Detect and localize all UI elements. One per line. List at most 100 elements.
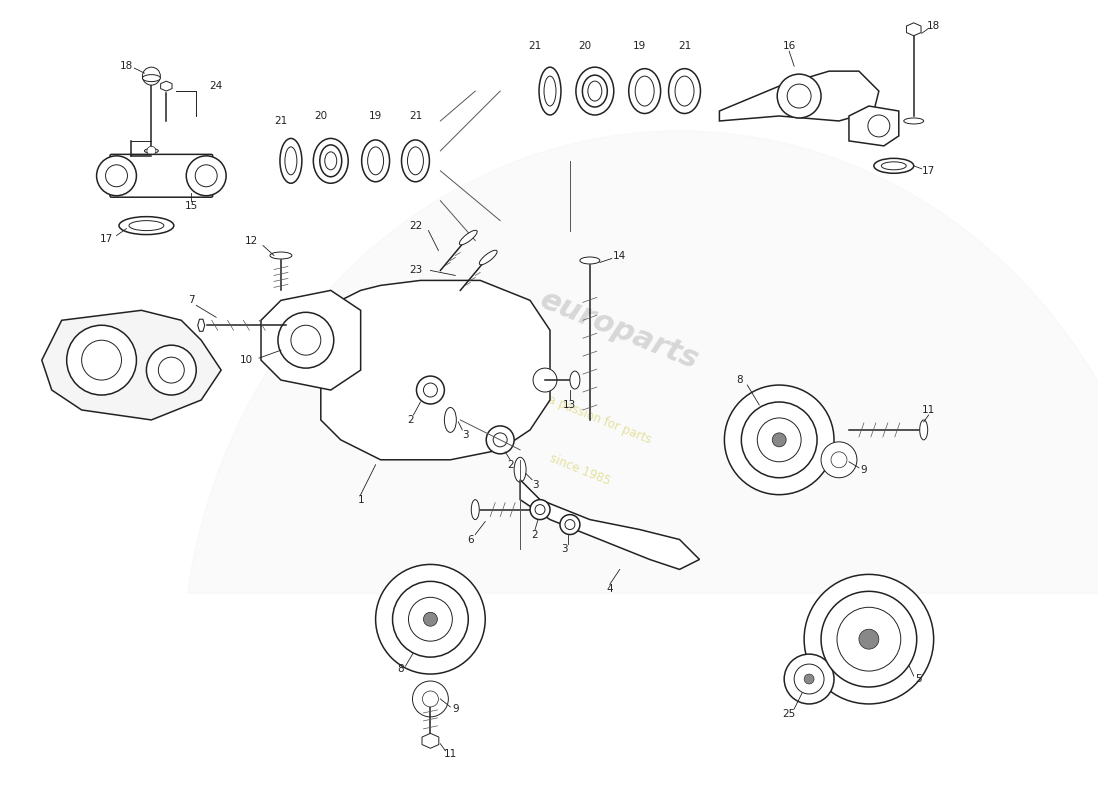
Ellipse shape <box>270 252 292 259</box>
Circle shape <box>146 345 196 395</box>
Ellipse shape <box>669 69 701 114</box>
Circle shape <box>97 156 136 196</box>
Ellipse shape <box>635 76 654 106</box>
Text: 10: 10 <box>240 355 253 365</box>
Circle shape <box>778 74 821 118</box>
Circle shape <box>290 326 321 355</box>
Polygon shape <box>321 281 550 460</box>
Text: since 1985: since 1985 <box>548 452 612 488</box>
Circle shape <box>535 505 544 514</box>
Ellipse shape <box>675 76 694 106</box>
Text: 11: 11 <box>922 405 935 415</box>
Ellipse shape <box>539 67 561 115</box>
Circle shape <box>741 402 817 478</box>
Text: 19: 19 <box>634 42 647 51</box>
Text: 15: 15 <box>185 201 198 210</box>
Text: 22: 22 <box>409 221 422 230</box>
Circle shape <box>195 165 217 186</box>
FancyBboxPatch shape <box>110 154 212 198</box>
Circle shape <box>81 340 121 380</box>
Text: 4: 4 <box>606 584 613 594</box>
Ellipse shape <box>629 69 661 114</box>
Text: 18: 18 <box>927 22 940 31</box>
Ellipse shape <box>119 217 174 234</box>
Ellipse shape <box>471 500 480 519</box>
Circle shape <box>424 383 438 397</box>
Ellipse shape <box>570 371 580 389</box>
Text: 16: 16 <box>782 42 795 51</box>
Text: 19: 19 <box>368 111 382 121</box>
Circle shape <box>106 165 128 186</box>
Ellipse shape <box>873 158 914 174</box>
Circle shape <box>186 156 227 196</box>
Ellipse shape <box>587 81 602 101</box>
Circle shape <box>147 146 156 155</box>
Polygon shape <box>42 310 221 420</box>
Circle shape <box>821 591 916 687</box>
Polygon shape <box>261 290 361 390</box>
Circle shape <box>804 674 814 684</box>
Circle shape <box>772 433 786 447</box>
Circle shape <box>417 376 444 404</box>
Ellipse shape <box>320 145 342 177</box>
Text: 21: 21 <box>409 111 422 121</box>
Text: 3: 3 <box>531 480 538 490</box>
Text: 9: 9 <box>452 704 459 714</box>
Ellipse shape <box>279 138 301 183</box>
Text: 2: 2 <box>407 415 414 425</box>
Polygon shape <box>906 23 921 36</box>
Ellipse shape <box>142 74 161 82</box>
Polygon shape <box>849 106 899 146</box>
Ellipse shape <box>580 257 600 264</box>
Circle shape <box>493 433 507 447</box>
Text: 1: 1 <box>358 494 364 505</box>
Text: 20: 20 <box>579 42 592 51</box>
Circle shape <box>278 312 333 368</box>
Circle shape <box>804 574 934 704</box>
Text: 8: 8 <box>397 664 404 674</box>
Text: 2: 2 <box>531 530 538 539</box>
Text: 17: 17 <box>922 166 935 176</box>
Circle shape <box>67 326 136 395</box>
Text: a passion for parts: a passion for parts <box>547 394 653 446</box>
Ellipse shape <box>480 250 497 265</box>
Text: 21: 21 <box>528 42 541 51</box>
Text: 13: 13 <box>563 400 576 410</box>
Text: 3: 3 <box>562 545 569 554</box>
Polygon shape <box>187 131 1100 594</box>
Ellipse shape <box>285 147 297 174</box>
Ellipse shape <box>582 75 607 107</box>
Text: 21: 21 <box>678 42 691 51</box>
Polygon shape <box>161 81 172 91</box>
Ellipse shape <box>314 138 349 183</box>
Circle shape <box>868 115 890 137</box>
Ellipse shape <box>144 149 158 153</box>
Circle shape <box>757 418 801 462</box>
Circle shape <box>534 368 557 392</box>
Ellipse shape <box>129 221 164 230</box>
Circle shape <box>158 357 185 383</box>
Ellipse shape <box>444 407 456 432</box>
Ellipse shape <box>904 118 924 124</box>
Text: 2: 2 <box>507 460 514 470</box>
Circle shape <box>784 654 834 704</box>
Circle shape <box>794 664 824 694</box>
Circle shape <box>560 514 580 534</box>
Text: europarts: europarts <box>536 286 703 375</box>
Circle shape <box>788 84 811 108</box>
Circle shape <box>565 519 575 530</box>
Circle shape <box>422 691 439 707</box>
Circle shape <box>830 452 847 468</box>
Text: 6: 6 <box>468 534 474 545</box>
Circle shape <box>412 681 449 717</box>
Text: 20: 20 <box>315 111 328 121</box>
Ellipse shape <box>402 140 429 182</box>
Ellipse shape <box>881 162 906 170</box>
Polygon shape <box>719 71 879 121</box>
Text: 24: 24 <box>209 81 223 91</box>
Polygon shape <box>198 319 205 331</box>
Text: 23: 23 <box>409 266 422 275</box>
Circle shape <box>142 67 161 85</box>
Ellipse shape <box>367 147 384 174</box>
Text: 7: 7 <box>188 295 195 306</box>
